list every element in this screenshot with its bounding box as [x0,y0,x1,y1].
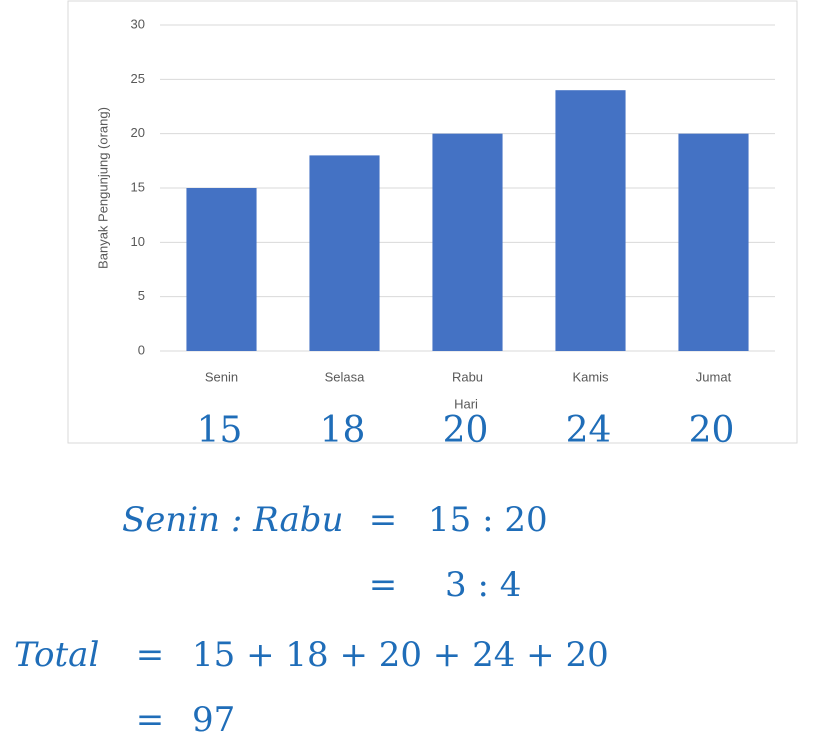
equation-text: Total [14,635,99,675]
equation-text: = [369,565,398,605]
y-tick-label: 20 [131,125,145,140]
value-label: 15 [197,410,243,451]
x-tick-label: Senin [205,369,238,384]
x-tick-label: Kamis [572,369,609,384]
y-axis-label: Banyak Pengunjung (orang) [95,107,110,269]
equation-text: 15 : 20 [428,500,548,540]
x-tick-label: Jumat [696,369,732,384]
x-tick-label: Selasa [325,369,366,384]
equation-text: = [369,500,398,540]
y-tick-label: 15 [131,179,145,194]
equation-text: 3 : 4 [445,565,521,605]
y-tick-label: 10 [131,234,145,249]
bar [309,155,380,351]
bar [186,188,257,351]
value-label: 18 [320,410,366,451]
bar [555,90,626,351]
equation-text: 15 + 18 + 20 + 24 + 20 [192,635,609,675]
y-tick-label: 5 [138,288,145,303]
equation-text: = [136,635,165,675]
value-label: 20 [443,410,489,451]
y-tick-label: 0 [138,342,145,357]
equation-text: 97 [192,700,235,740]
y-tick-label: 30 [131,16,145,31]
equation-text: Senin : Rabu [122,500,343,540]
bar [678,133,749,351]
y-tick-label: 25 [131,71,145,86]
value-label: 24 [566,410,612,451]
x-axis-label: Hari [454,396,478,411]
x-tick-label: Rabu [452,369,483,384]
value-label: 20 [689,410,735,451]
equation-text: = [136,700,165,740]
bar [432,133,503,351]
